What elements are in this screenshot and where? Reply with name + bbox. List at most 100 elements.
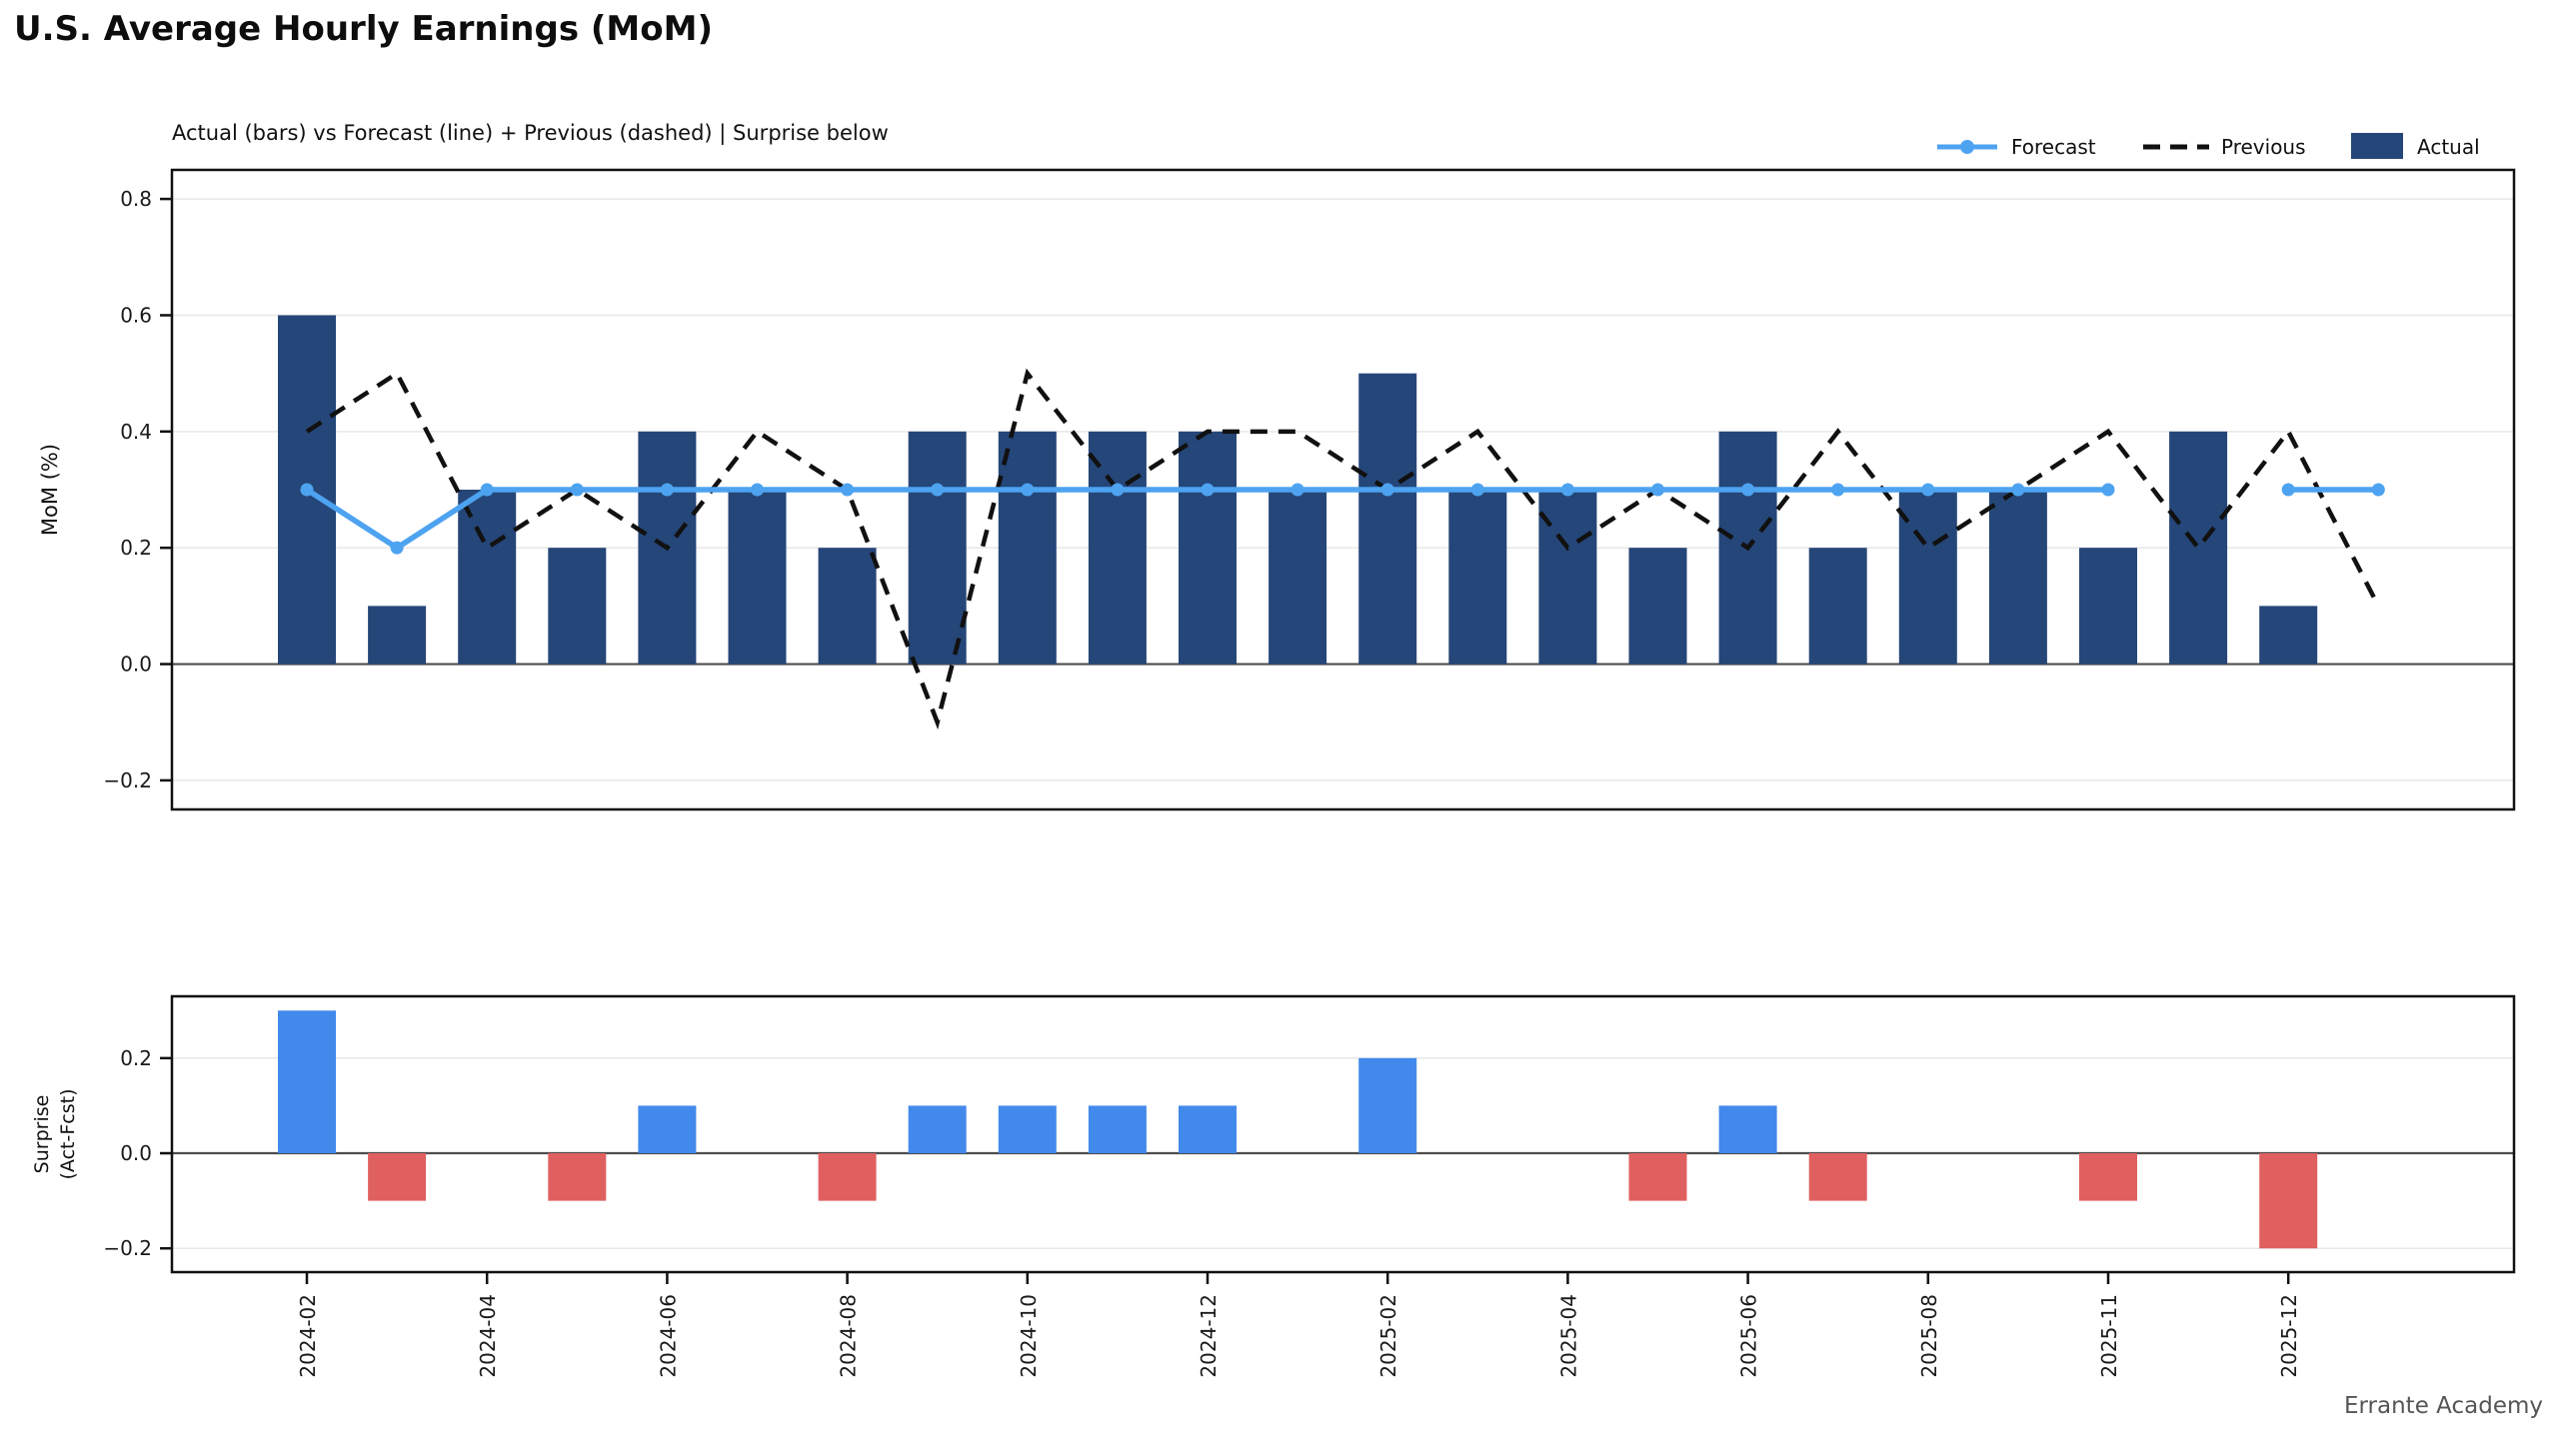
x-tick-label: 2024-04 [476, 1294, 500, 1378]
forecast-point [841, 483, 855, 497]
actual-bar-swatch [2351, 133, 2403, 159]
surprise-bar [1808, 1153, 1867, 1201]
forecast-point [1741, 483, 1755, 497]
forecast-point [300, 483, 314, 497]
surprise-bar [1718, 1105, 1777, 1154]
forecast-point [751, 483, 764, 497]
x-tick-label: 2024-02 [296, 1294, 320, 1378]
surprise-bar [278, 1010, 336, 1154]
surprise-panel: 0.2 0.0 −0.2 2024-02 2024-04 2024-06 2024-08 20… [103, 994, 2516, 1378]
actual-bar [998, 431, 1057, 665]
forecast-marker-swatch [1960, 140, 1974, 154]
actual-bar [1358, 373, 1417, 665]
forecast-point [2101, 483, 2115, 497]
actual-bar [1898, 490, 1957, 665]
surprise-bar [2079, 1153, 2137, 1201]
actual-bar [458, 490, 517, 665]
surprise-bar [368, 1153, 427, 1201]
forecast-point [570, 483, 584, 497]
y-tick-label: 0.0 [120, 653, 152, 677]
legend-item-forecast: Forecast [1937, 135, 2096, 159]
surprise-y-axis-label-line1: Surprise [31, 1095, 53, 1174]
surprise-bar [818, 1153, 877, 1201]
surprise-bar [1088, 1105, 1147, 1154]
surprise-bar [908, 1105, 967, 1154]
brand-watermark: Errante Academy [2344, 1393, 2543, 1419]
forecast-point [480, 483, 494, 497]
x-tick-label: 2025-08 [1917, 1294, 1941, 1378]
legend-label-forecast: Forecast [2011, 135, 2096, 159]
forecast-point [931, 483, 945, 497]
legend-item-previous: Previous [2143, 135, 2306, 159]
forecast-point [1921, 483, 1935, 497]
y-tick-label: 0.6 [120, 303, 152, 327]
surprise-y-axis-label-line2: (Act-Fcst) [57, 1089, 79, 1180]
main-y-axis-label: MoM (%) [38, 444, 62, 536]
actual-bar [2169, 431, 2228, 665]
actual-bar [2259, 606, 2318, 665]
x-tick-label: 2024-10 [1017, 1294, 1041, 1378]
axes-spine [170, 994, 2516, 1274]
chart-subtitle: Actual (bars) vs Forecast (line) + Previ… [172, 121, 889, 146]
actual-bar [908, 431, 967, 665]
forecast-point [1651, 483, 1664, 497]
x-tick-label: 2025-12 [2277, 1294, 2301, 1378]
actual-bar [2079, 548, 2137, 665]
actual-bar [1988, 490, 2047, 665]
forecast-point [2011, 483, 2025, 497]
legend-label-actual: Actual [2417, 135, 2480, 159]
forecast-point [1470, 483, 1484, 497]
y-tick-label: 0.2 [120, 536, 152, 560]
forecast-point [1021, 483, 1035, 497]
y-tick-label: 0.4 [120, 420, 152, 444]
x-tick-label: 2024-08 [837, 1294, 861, 1378]
forecast-point [2371, 483, 2385, 497]
x-tick-label: 2025-02 [1376, 1294, 1400, 1378]
actual-bar [368, 606, 427, 665]
y-tick-label: 0.0 [120, 1141, 152, 1165]
surprise-bar [638, 1105, 697, 1154]
actual-bar [818, 548, 877, 665]
forecast-point [390, 541, 404, 555]
x-tick-label: 2024-12 [1197, 1294, 1221, 1378]
forecast-point [1201, 483, 1215, 497]
y-tick-label: −0.2 [103, 1236, 152, 1260]
forecast-point [1290, 483, 1304, 497]
y-tick-label: −0.2 [103, 768, 152, 792]
y-tick-label: 0.8 [120, 187, 152, 211]
forecast-point [1111, 483, 1125, 497]
previous-line [305, 368, 2381, 730]
actual-bar [1808, 548, 1867, 665]
actual-bar [1088, 431, 1147, 665]
x-tick-label: 2025-04 [1556, 1294, 1580, 1378]
x-tick-label: 2025-11 [2097, 1294, 2121, 1378]
y-tick-label: 0.2 [120, 1046, 152, 1070]
actual-bar [1628, 548, 1687, 665]
forecast-point [660, 483, 674, 497]
axes-spine [170, 168, 2516, 811]
surprise-bar [998, 1105, 1057, 1154]
actual-bar [1179, 431, 1237, 665]
forecast-point [1831, 483, 1845, 497]
forecast-point [2281, 483, 2295, 497]
x-tick-label: 2025-06 [1737, 1294, 1761, 1378]
legend: Forecast Previous Actual [1937, 133, 2480, 159]
surprise-bar [548, 1153, 607, 1201]
actual-bar [1448, 490, 1507, 665]
forecast-point [1380, 483, 1394, 497]
surprise-bar [1179, 1105, 1237, 1154]
actual-bar [548, 548, 607, 665]
page-title: U.S. Average Hourly Earnings (MoM) [14, 9, 713, 49]
legend-item-actual: Actual [2351, 133, 2480, 159]
actual-bar [728, 490, 787, 665]
legend-label-previous: Previous [2221, 135, 2306, 159]
x-tick-label: 2024-06 [656, 1294, 680, 1378]
forecast-point [1560, 483, 1574, 497]
surprise-bar [1628, 1153, 1687, 1201]
actual-bar [1269, 490, 1327, 665]
surprise-bar [2259, 1153, 2318, 1249]
surprise-bar [1358, 1057, 1417, 1154]
main-panel: 0.8 0.6 0.4 0.2 0.0 −0.2 [103, 168, 2516, 811]
